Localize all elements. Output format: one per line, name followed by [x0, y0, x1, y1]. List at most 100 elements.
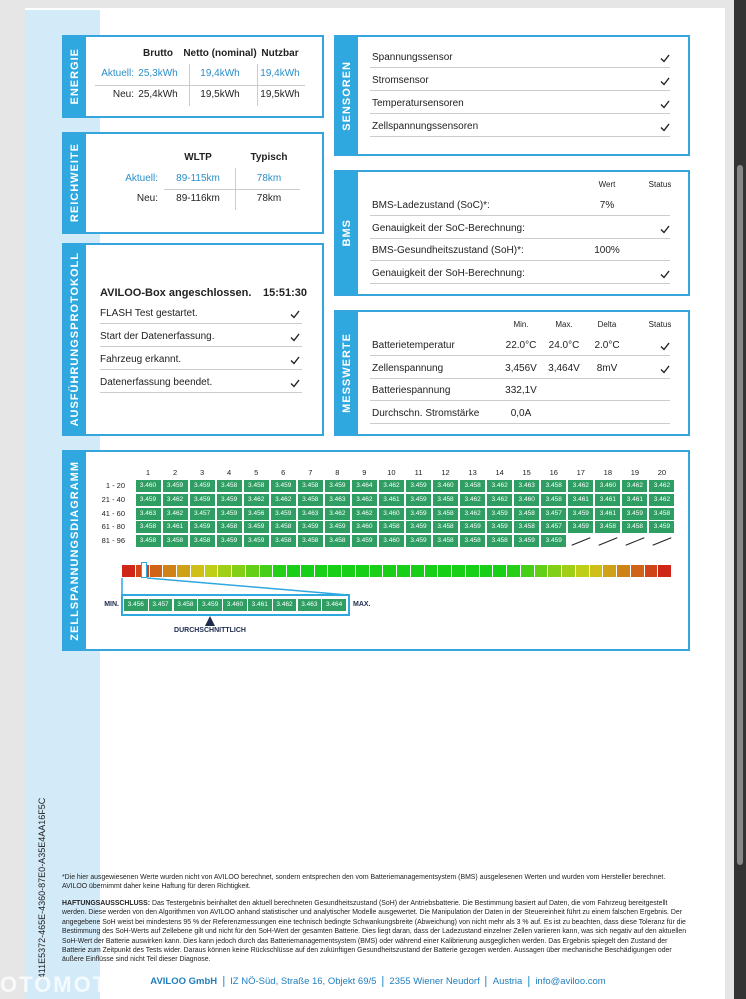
divider — [235, 168, 236, 210]
cell-voltage: 3.458 — [514, 507, 540, 520]
color-segment — [630, 565, 644, 577]
cell-voltage: 3.458 — [216, 521, 242, 534]
color-segment — [548, 565, 561, 577]
cell-value: 19,4kWh — [260, 68, 300, 79]
cell-voltage: 3.457 — [189, 507, 215, 520]
scale-cell: 3.460 — [223, 599, 247, 611]
energie-panel: ENERGIE — [62, 35, 324, 118]
cell-voltage: 3.456 — [243, 507, 269, 520]
row-label: Aktuell: — [101, 68, 134, 79]
cell-value: 78km — [256, 173, 282, 184]
color-segment — [617, 565, 630, 577]
divider — [370, 260, 670, 262]
row-label: BMS-Gesundheitszustand (SoH)*: — [372, 245, 524, 257]
color-segment — [259, 565, 273, 577]
protokoll-panel: AUSFÜHRUNGSPROTOKOLL — [62, 243, 324, 436]
column-header: Wert — [598, 180, 616, 189]
column-number: 18 — [603, 468, 613, 477]
cell-voltage: 3.458 — [541, 480, 567, 492]
cell-voltage: 3.458 — [297, 493, 323, 506]
row-label: Genauigkeit der SoH-Berechnung: — [372, 268, 525, 280]
panel-header: SENSOREN — [336, 37, 358, 154]
check-icon — [660, 77, 670, 86]
cell-voltage: 3.459 — [568, 521, 594, 534]
divider — [100, 346, 302, 347]
cell-voltage: 3.459 — [324, 521, 350, 534]
column-number: 19 — [630, 468, 640, 477]
footer-part: IZ NÖ-Süd, Straße 16, Objekt 69/5 — [223, 976, 383, 987]
cell-voltage: 3.459 — [460, 521, 486, 534]
cell-voltage: 3.459 — [216, 493, 242, 506]
scroll-thumb[interactable] — [737, 165, 743, 865]
column-number: 8 — [335, 468, 340, 477]
panel-label: ENERGIE — [69, 48, 81, 105]
cell-voltage: 3.458 — [433, 507, 459, 520]
scale-cell: 3.463 — [297, 599, 322, 611]
color-segment — [644, 565, 658, 577]
sensor-item: Zellspannungssensoren — [372, 121, 479, 132]
log-time: 15:51:30 — [263, 287, 308, 299]
cell-voltage: 3.459 — [243, 521, 269, 534]
cell-voltage: 3.462 — [622, 480, 648, 492]
color-segment — [204, 565, 218, 577]
color-segment — [369, 565, 383, 577]
cell-voltage: 3.458 — [514, 521, 540, 534]
panel-label: AUSFÜHRUNGSPROTOKOLL — [69, 252, 81, 427]
color-segment — [658, 565, 671, 577]
sensoren-panel: SENSOREN — [334, 35, 690, 156]
scrollbar[interactable] — [734, 0, 746, 999]
cell-voltage: 3.459 — [216, 507, 242, 520]
panel-header: REICHWEITE — [64, 134, 86, 232]
sensor-item: Stromsensor — [372, 75, 429, 86]
footer-part: info@aviloo.com — [528, 976, 612, 987]
cell-voltage: 3.460 — [378, 535, 404, 548]
cell-voltage: 3.459 — [189, 480, 215, 492]
disclaimer-text: Das Testergebnis beinhaltet den aktuell … — [62, 900, 687, 964]
panel-label: BMS — [341, 219, 353, 247]
color-segment — [383, 565, 396, 577]
panel-label: ZELLSPANNUNGSDIAGRAMM — [69, 460, 81, 641]
cell-voltage: 3.460 — [351, 521, 377, 534]
column-number: 20 — [657, 468, 667, 477]
column-number: 15 — [522, 468, 531, 477]
cell-value: 25,4kWh — [138, 89, 178, 100]
cell-voltage: 3.459 — [297, 521, 323, 534]
cell-voltage: 3.458 — [433, 521, 459, 534]
column-number: 16 — [549, 468, 558, 477]
divider — [164, 189, 300, 190]
cell-value: 89-116km — [176, 193, 220, 204]
cell-voltage: 3.461 — [622, 493, 648, 506]
color-segment — [122, 565, 135, 577]
log-item: Start der Datenerfassung. — [100, 331, 215, 342]
cell-voltage: 3.458 — [460, 535, 486, 548]
cell-voltage: 3.462 — [487, 493, 513, 506]
row-label: Batterietemperatur — [372, 340, 455, 351]
cell-voltage: 3.458 — [541, 493, 567, 506]
color-segment — [493, 565, 506, 577]
column-number: 13 — [468, 468, 477, 477]
check-icon — [660, 123, 670, 132]
log-title: AVILOO-Box angeschlossen. — [100, 287, 252, 299]
cell-voltage: 3.459 — [406, 493, 431, 506]
bms-panel: BMS — [334, 170, 690, 296]
column-number: 6 — [281, 468, 286, 477]
cell-value: 22.0°C — [505, 340, 537, 351]
scale-cell: 3.459 — [198, 599, 222, 611]
divider — [189, 64, 190, 106]
panel-header: MESSWERTE — [336, 312, 358, 434]
cell-voltage: 3.459 — [189, 493, 215, 506]
panel-header: ENERGIE — [64, 37, 86, 116]
check-icon — [660, 54, 670, 63]
column-number: 1 — [145, 468, 151, 477]
column-number: 2 — [172, 468, 178, 477]
cell-voltage: 3.459 — [487, 521, 513, 534]
color-segment — [534, 565, 548, 577]
row-label: 61 - 80 — [101, 522, 125, 532]
cell-value: 89-115km — [176, 173, 220, 184]
divider — [100, 323, 302, 324]
row-label: Zellenspannung — [372, 362, 444, 374]
cell-voltage: 3.460 — [514, 493, 540, 506]
row-label: Genauigkeit der SoC-Berechnung: — [372, 222, 525, 234]
check-icon — [660, 270, 670, 279]
cell-voltage: 3.463 — [514, 480, 540, 492]
